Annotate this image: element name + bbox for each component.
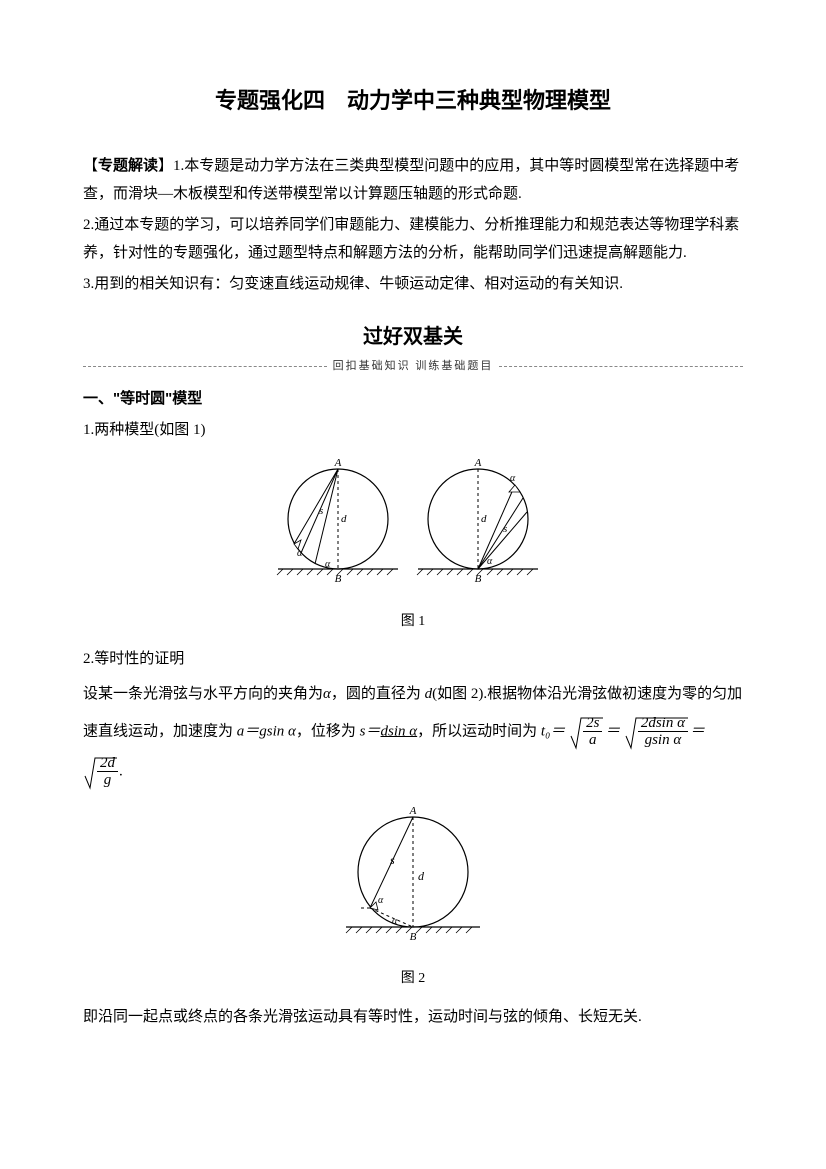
intro-paragraph-3: 3.用到的相关知识有：匀变速直线运动规律、牛顿运动定律、相对运动的有关知识. [83, 270, 743, 299]
eq-s-pre: s＝ [360, 723, 381, 739]
eq-a: a＝gsin α [237, 723, 296, 739]
svg-text:α: α [378, 895, 384, 906]
intro-paragraph-1: 【专题解读】1.本专题是动力学方法在三类典型模型问题中的应用，其中等时圆模型常在… [83, 152, 743, 209]
section1-heading: 一、"等时圆"模型 [83, 385, 743, 414]
sqrt-2: 2dsin αgsin α [624, 712, 690, 752]
figure-1: A B s d α α A B [83, 454, 743, 605]
svg-text:s: s [503, 523, 507, 535]
svg-text:d: d [418, 869, 425, 883]
proof-paragraph: 设某一条光滑弦与水平方向的夹角为α，圆的直径为 d(如图 2).根据物体沿光滑弦… [83, 676, 743, 792]
eq-s: dsin α [381, 723, 418, 739]
svg-text:d: d [481, 513, 487, 525]
intro-paragraph-2: 2.通过本专题的学习，可以培养同学们审题能力、建模能力、分析推理能力和规范表达等… [83, 211, 743, 268]
svg-text:A: A [409, 805, 417, 817]
svg-text:α: α [487, 556, 493, 567]
svg-text:s: s [319, 505, 323, 517]
alpha: α [323, 686, 331, 702]
dash-right [499, 366, 743, 367]
svg-text:α: α [297, 548, 303, 559]
proof-3a: 设某一条光滑弦与水平方向的夹角为 [83, 686, 323, 702]
r2-den: gsin α [638, 732, 688, 749]
svg-text:A: A [474, 457, 482, 469]
equals-2: ＝ [690, 723, 705, 739]
dash-left [83, 366, 327, 367]
eq-t0: t₀＝ [541, 723, 565, 739]
r3-den: g [97, 772, 118, 789]
svg-text:A: A [334, 457, 342, 469]
page-title: 专题强化四 动力学中三种典型物理模型 [83, 80, 743, 122]
pass-sub-text: 回扣基础知识 训练基础题目 [333, 356, 494, 377]
r1-den: a [583, 732, 602, 749]
svg-text:d: d [341, 513, 347, 525]
intro-label: 专题解读 [98, 157, 158, 174]
section1-p2: 2.等时性的证明 [83, 645, 743, 674]
pass-heading: 过好双基关 [83, 318, 743, 356]
svg-text:s: s [390, 853, 395, 867]
section1-p1: 1.两种模型(如图 1) [83, 416, 743, 445]
period: . [119, 763, 123, 779]
label-bracket-open: 【 [83, 158, 98, 174]
pass-heading-block: 过好双基关 回扣基础知识 训练基础题目 [83, 318, 743, 377]
svg-text:B: B [410, 931, 417, 943]
pass-subheading: 回扣基础知识 训练基础题目 [83, 356, 743, 377]
intro-text-1: 1.本专题是动力学方法在三类典型模型问题中的应用，其中等时圆模型常在选择题中考查… [83, 158, 739, 203]
r1-num: 2s [583, 715, 602, 733]
svg-text:α: α [510, 473, 516, 484]
r2-num: 2dsin α [638, 715, 688, 733]
svg-text:α: α [392, 916, 398, 927]
sqrt-3: 2dg [83, 752, 119, 792]
svg-text:B: B [335, 573, 342, 585]
label-bracket-close: 】 [158, 158, 173, 174]
section1-p4: 即沿同一起点或终点的各条光滑弦运动具有等时性，运动时间与弦的倾角、长短无关. [83, 1003, 743, 1032]
proof-3b: ，圆的直径为 [331, 686, 425, 702]
svg-text:α: α [325, 559, 331, 570]
equals-1: ＝ [605, 723, 620, 739]
r3-num: 2d [97, 755, 118, 773]
figure-1-caption: 图 1 [83, 609, 743, 636]
svg-text:B: B [475, 573, 482, 585]
proof-3e: ，所以运动时间为 [417, 723, 541, 739]
proof-3d: ，位移为 [296, 723, 360, 739]
figure-2-caption: 图 2 [83, 966, 743, 993]
figure-2: A B s d α α [83, 802, 743, 963]
sqrt-1: 2sa [569, 712, 605, 752]
